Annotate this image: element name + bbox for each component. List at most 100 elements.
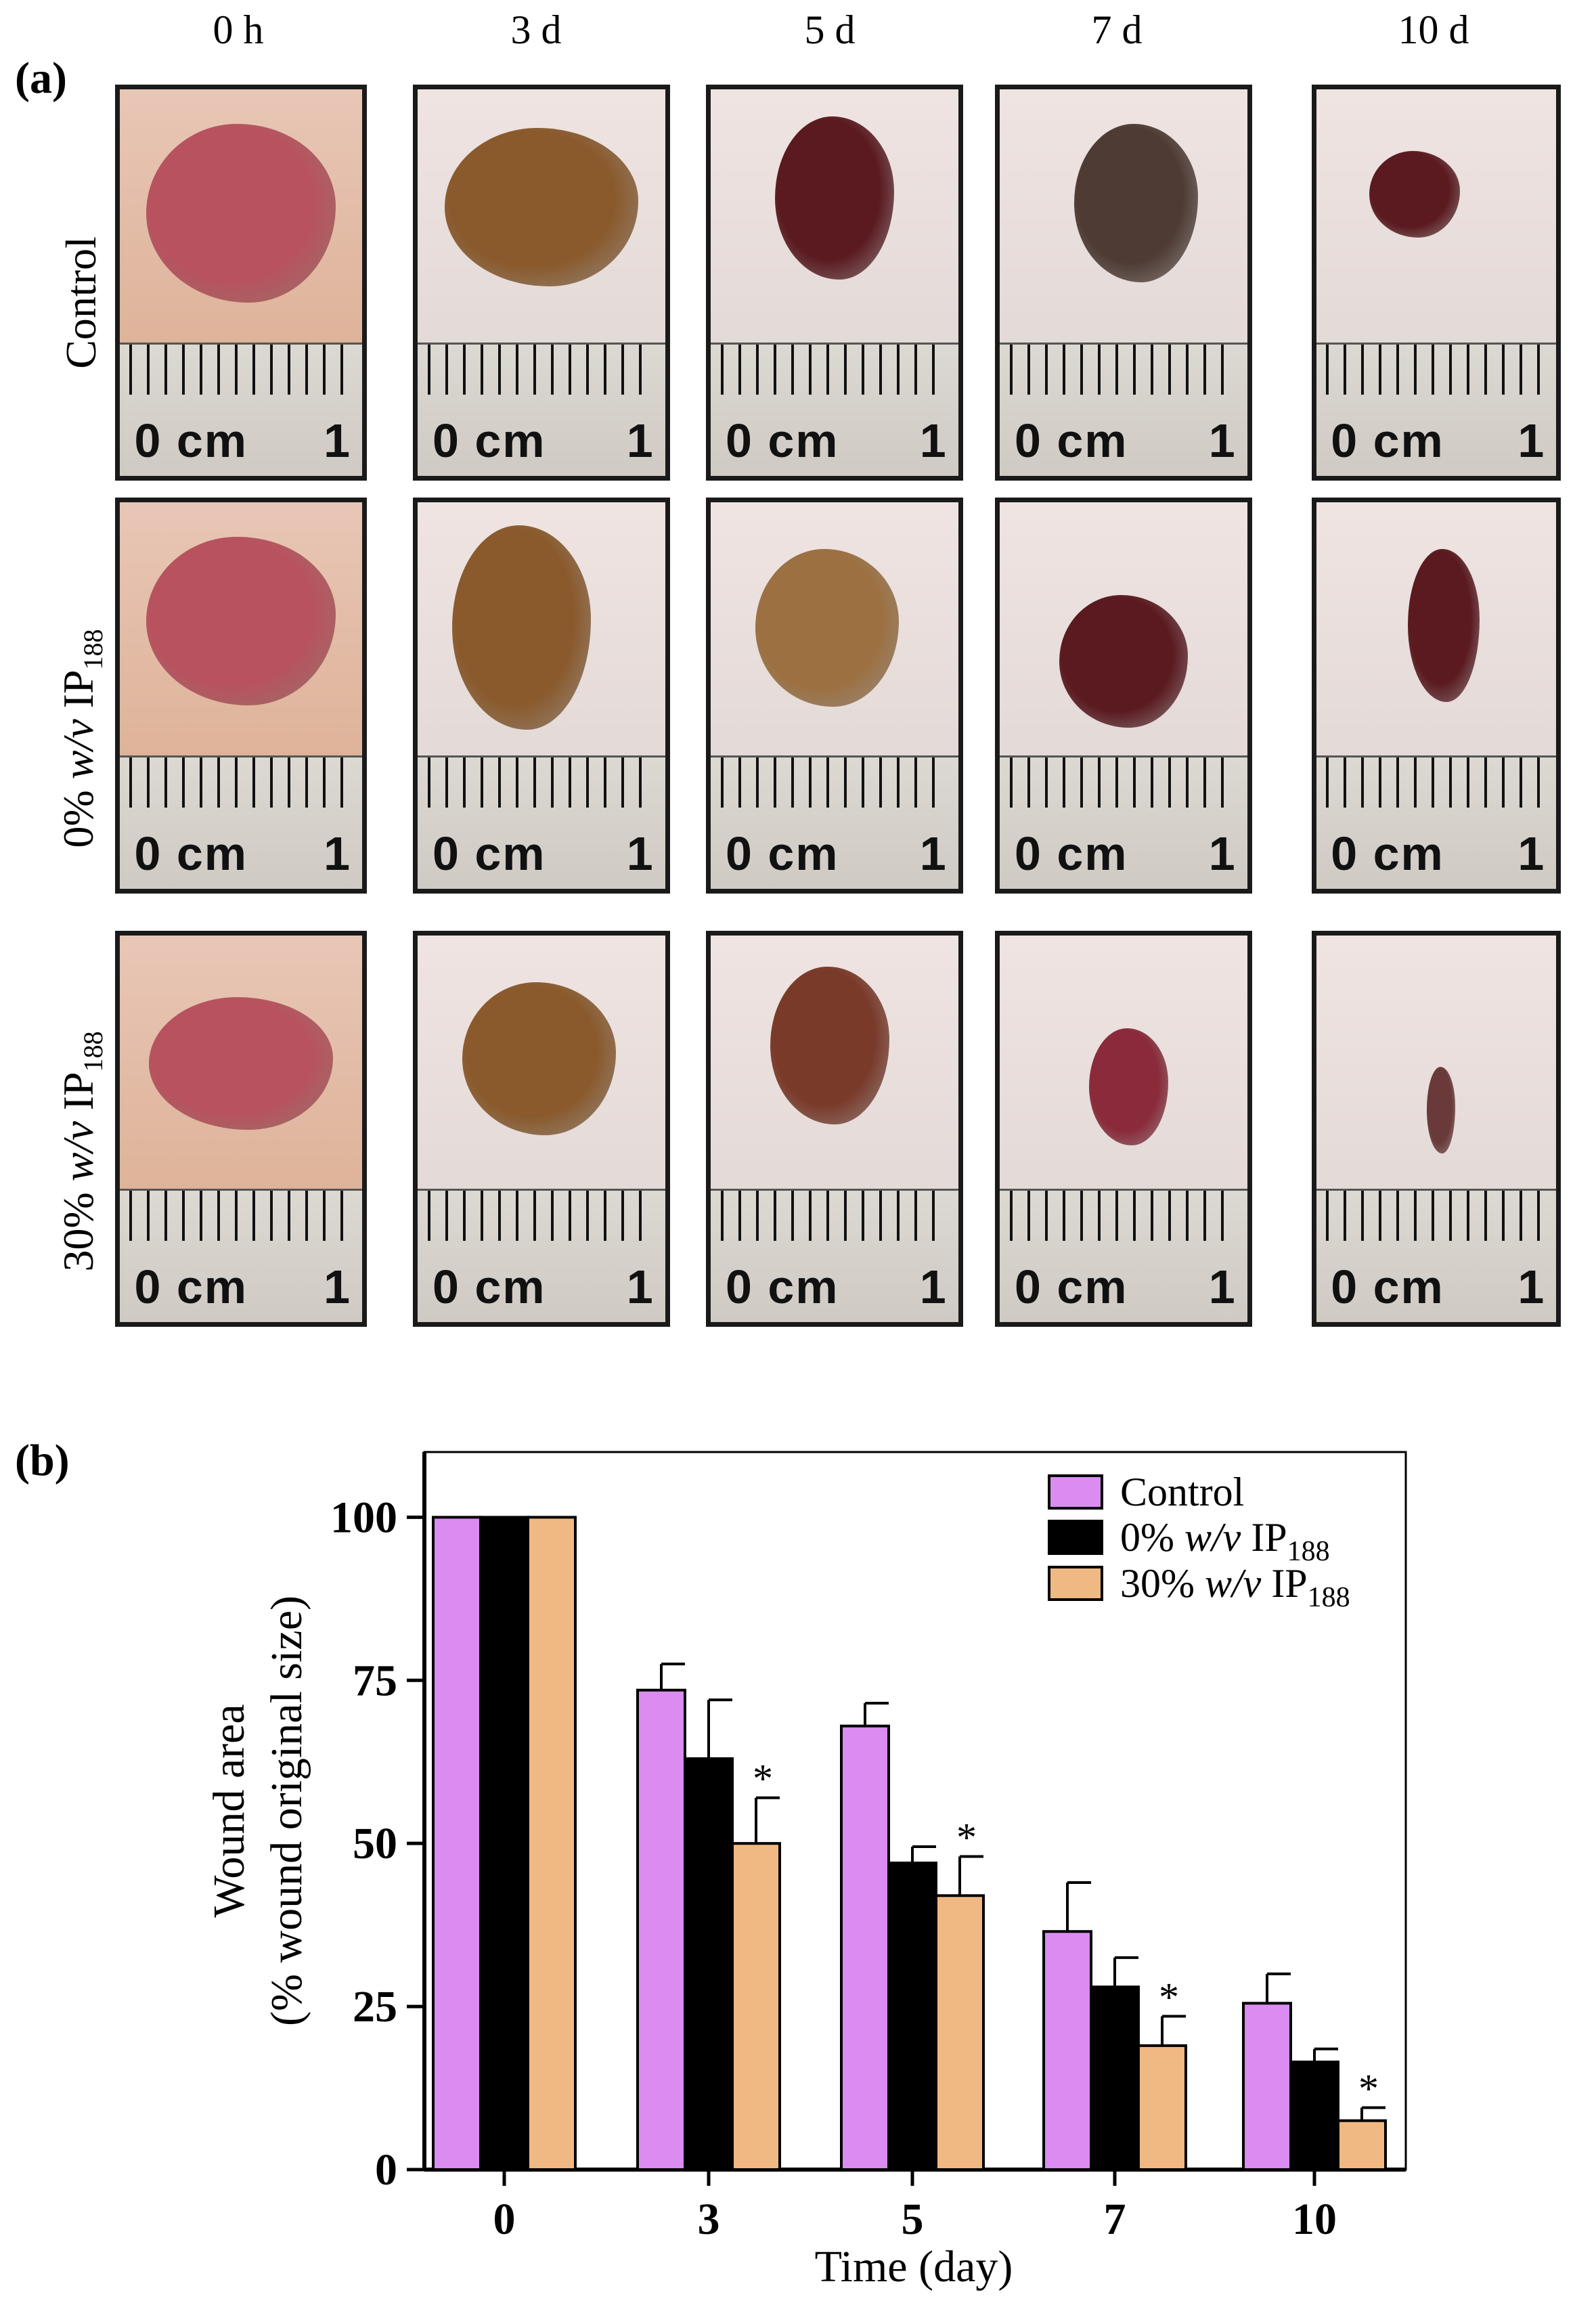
ruler: 0 cm 1 (120, 343, 362, 476)
ruler: 0 cm 1 (1316, 1189, 1556, 1322)
x-tick-label: 0 (493, 2195, 516, 2244)
ruler-ticks (1326, 345, 1547, 395)
wound-area (1408, 549, 1480, 702)
bar-series1-cat3 (685, 1759, 732, 2170)
ruler-ticks (129, 345, 352, 395)
y-tick-label: 50 (353, 1819, 397, 1868)
wound-photo-0-percent-0h: 0 cm 1 (115, 498, 367, 894)
ruler: 0 cm 1 (120, 1189, 362, 1322)
legend-label-1: 0% w/v IP188 (1120, 1515, 1330, 1567)
ruler: 0 cm 1 (1000, 343, 1247, 476)
ruler: 0 cm 1 (711, 343, 958, 476)
ruler-zero-label: 0 cm (726, 827, 839, 881)
bar-series1-cat10 (1291, 2062, 1338, 2170)
wound-photo-control-0h: 0 cm 1 (115, 85, 367, 481)
legend-label-2: 30% w/v IP188 (1120, 1561, 1350, 1613)
row-label-0-percent: 0% w/v IP188 (53, 583, 109, 894)
bar-series2-cat0 (528, 1517, 575, 2170)
ruler-ticks (1326, 1191, 1547, 1241)
ruler-zero-label: 0 cm (134, 414, 248, 468)
bar-series1-cat5 (889, 1863, 936, 2170)
ruler-one-label: 1 (1209, 414, 1235, 468)
ruler-one-label: 1 (324, 1260, 350, 1314)
ruler-ticks (1326, 757, 1547, 808)
legend-swatch-0 (1049, 1476, 1102, 1508)
bar-series2-cat5 (936, 1895, 983, 2170)
legend-swatch-1 (1049, 1521, 1102, 1554)
x-tick-label: 3 (698, 2195, 720, 2244)
column-label-5d: 5 d (708, 7, 952, 53)
x-tick-label: 10 (1292, 2195, 1337, 2244)
ruler-zero-label: 0 cm (726, 414, 839, 468)
ruler-zero-label: 0 cm (134, 827, 248, 881)
ruler-zero-label: 0 cm (433, 414, 546, 468)
wound-area (1059, 595, 1188, 728)
ruler-one-label: 1 (324, 827, 350, 881)
ruler: 0 cm 1 (1316, 343, 1556, 476)
y-tick-label: 75 (353, 1656, 397, 1705)
bar-series2-cat10 (1338, 2121, 1386, 2170)
legend-swatch-2 (1049, 1567, 1102, 1600)
wound-area (1427, 1067, 1455, 1154)
wound-photo-30-percent-0h: 0 cm 1 (115, 931, 367, 1327)
ruler-zero-label: 0 cm (1015, 1260, 1128, 1314)
wound-photo-0-percent-7d: 0 cm 1 (995, 498, 1252, 894)
ruler-one-label: 1 (1209, 827, 1235, 881)
ruler-one-label: 1 (1517, 827, 1544, 881)
ruler-ticks (428, 345, 656, 395)
ruler-ticks (721, 1191, 949, 1241)
y-tick-label: 100 (330, 1493, 397, 1542)
ruler-one-label: 1 (324, 414, 350, 468)
bar-series0-cat10 (1243, 2003, 1291, 2170)
significance-marker: * (1358, 2066, 1379, 2111)
ruler-ticks (428, 1191, 656, 1241)
ruler-zero-label: 0 cm (1331, 1260, 1444, 1314)
ruler-one-label: 1 (1209, 1260, 1235, 1314)
x-axis-label: Time (day) (815, 2242, 1013, 2291)
y-axis-label-line2: (% wound original size) (262, 1596, 311, 2026)
ruler-ticks (721, 757, 949, 808)
ruler-zero-label: 0 cm (726, 1260, 839, 1314)
wound-photo-30-percent-5d: 0 cm 1 (706, 931, 963, 1327)
bar-chart: 0255075100 0 3 5 7 10 **** Wound area (% wou… (0, 1422, 1596, 2302)
row-label-30-percent: 30% w/v IP188 (53, 975, 109, 1327)
wound-photo-0-percent-10d: 0 cm 1 (1312, 498, 1561, 894)
significance-marker: * (956, 1815, 977, 1860)
column-label-7d: 7 d (995, 7, 1239, 53)
ruler-one-label: 1 (1517, 414, 1544, 468)
wound-photo-control-3d: 0 cm 1 (413, 85, 670, 481)
ruler-zero-label: 0 cm (1015, 414, 1128, 468)
bar-series0-cat7 (1044, 1931, 1091, 2170)
ruler-ticks (129, 1191, 352, 1241)
ruler-one-label: 1 (627, 1260, 653, 1314)
bar-series2-cat3 (732, 1843, 780, 2170)
wound-photo-control-7d: 0 cm 1 (995, 85, 1252, 481)
panel-a-label: (a) (15, 53, 67, 104)
ruler-ticks (1010, 757, 1238, 808)
y-axis-label-line1: Wound area (204, 1704, 254, 1917)
ruler: 0 cm 1 (418, 343, 665, 476)
ruler-ticks (129, 757, 352, 808)
significance-marker: * (753, 1757, 773, 1801)
bar-series1-cat7 (1091, 1987, 1138, 2170)
bar-series2-cat7 (1138, 2046, 1186, 2170)
wound-area (452, 525, 591, 729)
wound-area (1089, 1028, 1168, 1145)
wound-area (445, 128, 638, 286)
wound-photo-control-5d: 0 cm 1 (706, 85, 963, 481)
wound-photo-control-10d: 0 cm 1 (1312, 85, 1561, 481)
column-label-0h: 0 h (116, 7, 360, 53)
bar-series1-cat0 (481, 1517, 528, 2170)
ruler-ticks (721, 345, 949, 395)
ruler: 0 cm 1 (418, 755, 665, 889)
wound-photo-0-percent-3d: 0 cm 1 (413, 498, 670, 894)
y-tick-label: 25 (353, 1982, 397, 2031)
bar-series0-cat5 (841, 1726, 889, 2170)
x-tick-label: 5 (902, 2195, 924, 2244)
legend-label-0: Control (1120, 1470, 1244, 1514)
ruler: 0 cm 1 (120, 755, 362, 889)
ruler-zero-label: 0 cm (433, 827, 546, 881)
wound-photo-30-percent-3d: 0 cm 1 (413, 931, 670, 1327)
ruler-one-label: 1 (1517, 1260, 1544, 1314)
wound-area (462, 982, 616, 1135)
